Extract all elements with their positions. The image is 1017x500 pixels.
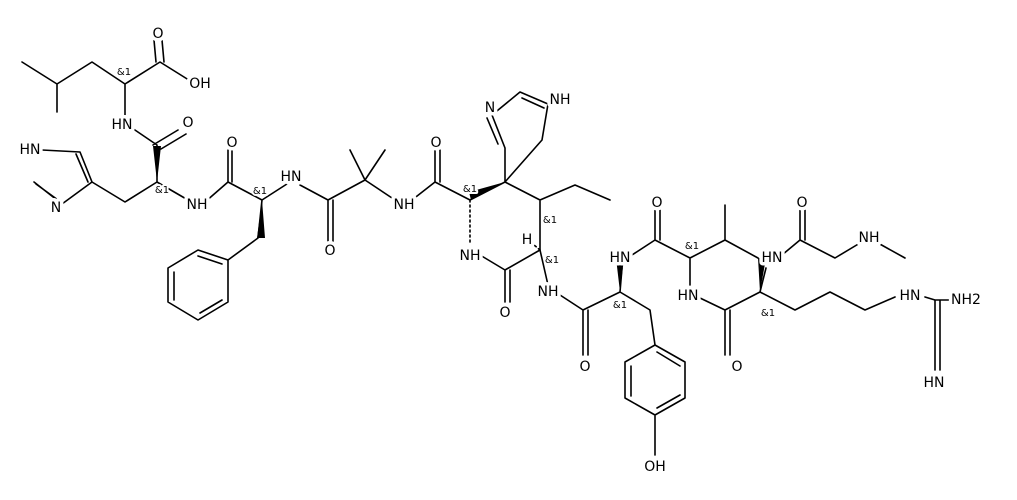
atom-label: NH2 — [951, 292, 981, 308]
atom-label: NH — [187, 197, 208, 213]
atom-label: OH — [644, 459, 666, 475]
atom-label: HN — [678, 288, 699, 304]
stereo-label: &1 — [253, 186, 267, 197]
atom-label: HN — [924, 375, 945, 391]
stereo-label: &1 — [613, 300, 627, 311]
stereo-label: &1 — [543, 215, 557, 226]
atom-label: O — [579, 359, 590, 375]
atom-label: HN — [610, 250, 631, 266]
atom-label: O — [651, 195, 662, 211]
stereo-label: &1 — [761, 308, 775, 319]
stereo-label: &1 — [117, 67, 131, 78]
hash-bonds — [469, 199, 541, 251]
atom-label: H — [522, 232, 533, 248]
atom-label: N — [485, 100, 495, 116]
atom-label: HN — [112, 117, 133, 133]
atom-label: O — [796, 195, 807, 211]
stereo-label: &1 — [463, 184, 477, 195]
atom-label: OH — [189, 76, 211, 92]
stereo-label: &1 — [545, 255, 559, 266]
stereo-label: &1 — [155, 185, 169, 196]
atom-label: O — [152, 26, 163, 42]
atom-label: O — [226, 135, 237, 151]
atom-label: O — [731, 359, 742, 375]
atom-label: HN — [20, 142, 41, 158]
atom-label: HN — [762, 250, 783, 266]
atom-label: O — [324, 243, 335, 259]
atom-label: NH — [460, 248, 481, 264]
stereo-label: &1 — [685, 241, 699, 252]
atom-label: HN — [281, 169, 302, 185]
atom-label: O — [182, 115, 193, 131]
atom-label: N — [51, 200, 61, 216]
atom-label: NH — [394, 197, 415, 213]
atom-label: HN — [900, 288, 921, 304]
atom-label: NH — [550, 92, 571, 108]
atom-label: O — [430, 135, 441, 151]
wedges — [153, 146, 766, 292]
atom-label: O — [499, 305, 510, 321]
atom-label: NH — [859, 230, 880, 246]
atom-label: NH — [538, 284, 559, 300]
